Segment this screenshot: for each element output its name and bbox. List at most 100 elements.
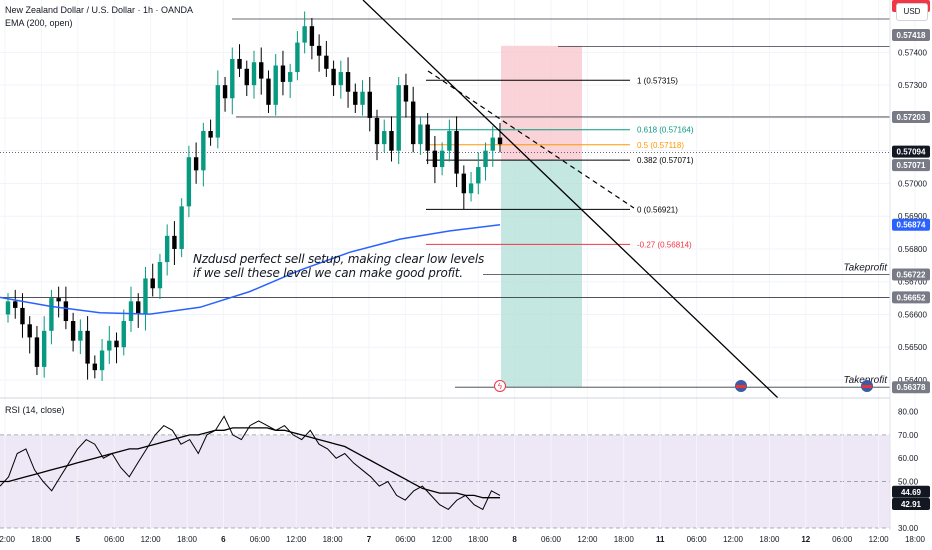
candle-body bbox=[49, 298, 54, 331]
candle-body bbox=[237, 58, 242, 69]
price-axis: 0.574000.573000.572000.571000.570000.569… bbox=[892, 0, 930, 533]
time-tick-label: 18:00 bbox=[177, 535, 198, 544]
price-tick-label: 0.56400 bbox=[898, 376, 927, 385]
price-axis-tag bbox=[892, 145, 930, 158]
candle-body bbox=[13, 301, 18, 308]
candle-body bbox=[353, 91, 358, 105]
candle-body bbox=[136, 301, 141, 315]
fib-level-label: 0.618 (0.57164) bbox=[637, 126, 694, 135]
fib-level-label: 1 (0.57315) bbox=[637, 76, 678, 85]
candle-body bbox=[107, 340, 112, 351]
time-tick-label: 12:00 bbox=[432, 535, 453, 544]
annotation-line-1[interactable]: Nzdusd perfect sell setup, making clear … bbox=[193, 252, 485, 266]
time-tick-label: 06:00 bbox=[104, 535, 125, 544]
trendline-solid[interactable] bbox=[362, 0, 779, 399]
time-tick-label: 11 bbox=[656, 535, 665, 544]
candle-body bbox=[410, 101, 416, 145]
price-axis-tag bbox=[892, 110, 930, 123]
candle-body bbox=[280, 65, 286, 82]
candle-body bbox=[172, 235, 177, 249]
time-tick-label: 06:00 bbox=[541, 535, 562, 544]
candle-body bbox=[259, 62, 264, 79]
annotation-line-2[interactable]: if we sell these level we can make good … bbox=[193, 266, 463, 280]
time-tick-label: 5 bbox=[76, 535, 81, 544]
candle-body bbox=[295, 42, 300, 73]
time-tick-label: 12:00 bbox=[723, 535, 744, 544]
currency-button[interactable]: USD bbox=[896, 3, 928, 21]
candle-body bbox=[85, 330, 90, 364]
stop-loss-zone[interactable] bbox=[501, 45, 582, 161]
price-axis-tag-label: 0.57071 bbox=[897, 161, 926, 170]
price-tick-label: 0.56800 bbox=[898, 245, 927, 254]
candle-body bbox=[128, 301, 134, 322]
time-tick-label: 18:00 bbox=[614, 535, 635, 544]
candle-body bbox=[150, 278, 155, 289]
candle-body bbox=[251, 62, 257, 86]
us-flag-stripes-icon bbox=[862, 385, 872, 388]
candle-body bbox=[157, 262, 163, 289]
price-axis-tag bbox=[892, 268, 930, 281]
candle-body bbox=[230, 58, 235, 99]
candle-body bbox=[222, 85, 228, 99]
candle-body bbox=[367, 91, 372, 118]
candle-body bbox=[439, 150, 445, 168]
rsi-axis-tag-label: 44.69 bbox=[901, 488, 922, 497]
lightning-icon-glyph: ϟ bbox=[498, 382, 503, 391]
candle-body bbox=[447, 131, 452, 151]
candle-body bbox=[99, 350, 105, 371]
time-tick-label: 12:00 bbox=[577, 535, 598, 544]
rsi-indicator-label[interactable]: RSI (14, close) bbox=[5, 405, 65, 415]
ema-200-line bbox=[0, 223, 501, 315]
candle-body bbox=[208, 131, 213, 138]
indicator-label[interactable]: EMA (200, open) bbox=[5, 18, 73, 28]
candle-body bbox=[476, 167, 481, 184]
candle-body bbox=[324, 55, 329, 69]
rsi-tick-label: 30.00 bbox=[898, 524, 919, 533]
candle-body bbox=[302, 26, 307, 43]
candle-body bbox=[34, 337, 40, 367]
candle-body bbox=[382, 131, 387, 145]
candle-body bbox=[454, 131, 459, 174]
candlesticks bbox=[5, 11, 503, 381]
fib-level-label: 0 (0.56921) bbox=[637, 205, 678, 214]
time-tick-label: 12:00 bbox=[141, 535, 162, 544]
fibonacci-retracement[interactable]: 1 (0.57315) 0.618 (0.57164) 0.5 (0.57118) 0… bbox=[426, 76, 694, 249]
take-profit-zone[interactable] bbox=[501, 160, 582, 388]
price-axis-tag bbox=[892, 29, 930, 41]
price-axis-tag bbox=[892, 381, 930, 394]
candle-body bbox=[186, 157, 192, 207]
candle-body bbox=[432, 150, 438, 168]
takeprofit-label[interactable]: Takeprofit bbox=[843, 263, 888, 274]
candle-body bbox=[497, 137, 503, 145]
price-tick-label: 0.57000 bbox=[898, 179, 927, 188]
rsi-axis-tag-label: 42.91 bbox=[901, 500, 922, 509]
price-axis-tag bbox=[892, 159, 930, 172]
candle-body bbox=[27, 324, 32, 338]
rsi-tick-label: 70.00 bbox=[898, 431, 919, 440]
time-axis: 12:00 18:00 5 06:00 12:00 18:00 6 06:00 12:00 18:… bbox=[0, 535, 926, 544]
candle-body bbox=[114, 340, 119, 348]
price-axis-tag-label: 0.56874 bbox=[897, 221, 926, 230]
lightning-icon[interactable] bbox=[494, 380, 506, 392]
candle-body bbox=[345, 72, 351, 92]
price-axis-tag-label: 0.56652 bbox=[897, 293, 926, 302]
candle-body bbox=[418, 124, 423, 145]
time-tick-label: 8 bbox=[512, 535, 517, 544]
us-flag-stripes-icon bbox=[736, 385, 746, 388]
candle-body bbox=[425, 124, 430, 151]
candle-body bbox=[244, 68, 249, 86]
candle-body bbox=[41, 330, 47, 367]
price-tick-label: 0.57400 bbox=[898, 48, 927, 57]
price-axis-tag-label: 0.57203 bbox=[897, 113, 926, 122]
rsi-ma-line bbox=[0, 427, 500, 499]
time-tick-label: 12:00 bbox=[286, 535, 307, 544]
candle-body bbox=[215, 85, 221, 138]
price-axis-tag-label: 0.57418 bbox=[897, 31, 926, 40]
chart-title: New Zealand Dollar / U.S. Dollar · 1h · … bbox=[5, 5, 194, 15]
candle-body bbox=[164, 235, 170, 263]
grid bbox=[0, 51, 890, 529]
candle-body bbox=[483, 150, 488, 168]
time-tick-label: 18:00 bbox=[31, 535, 52, 544]
rsi-line bbox=[0, 415, 501, 511]
